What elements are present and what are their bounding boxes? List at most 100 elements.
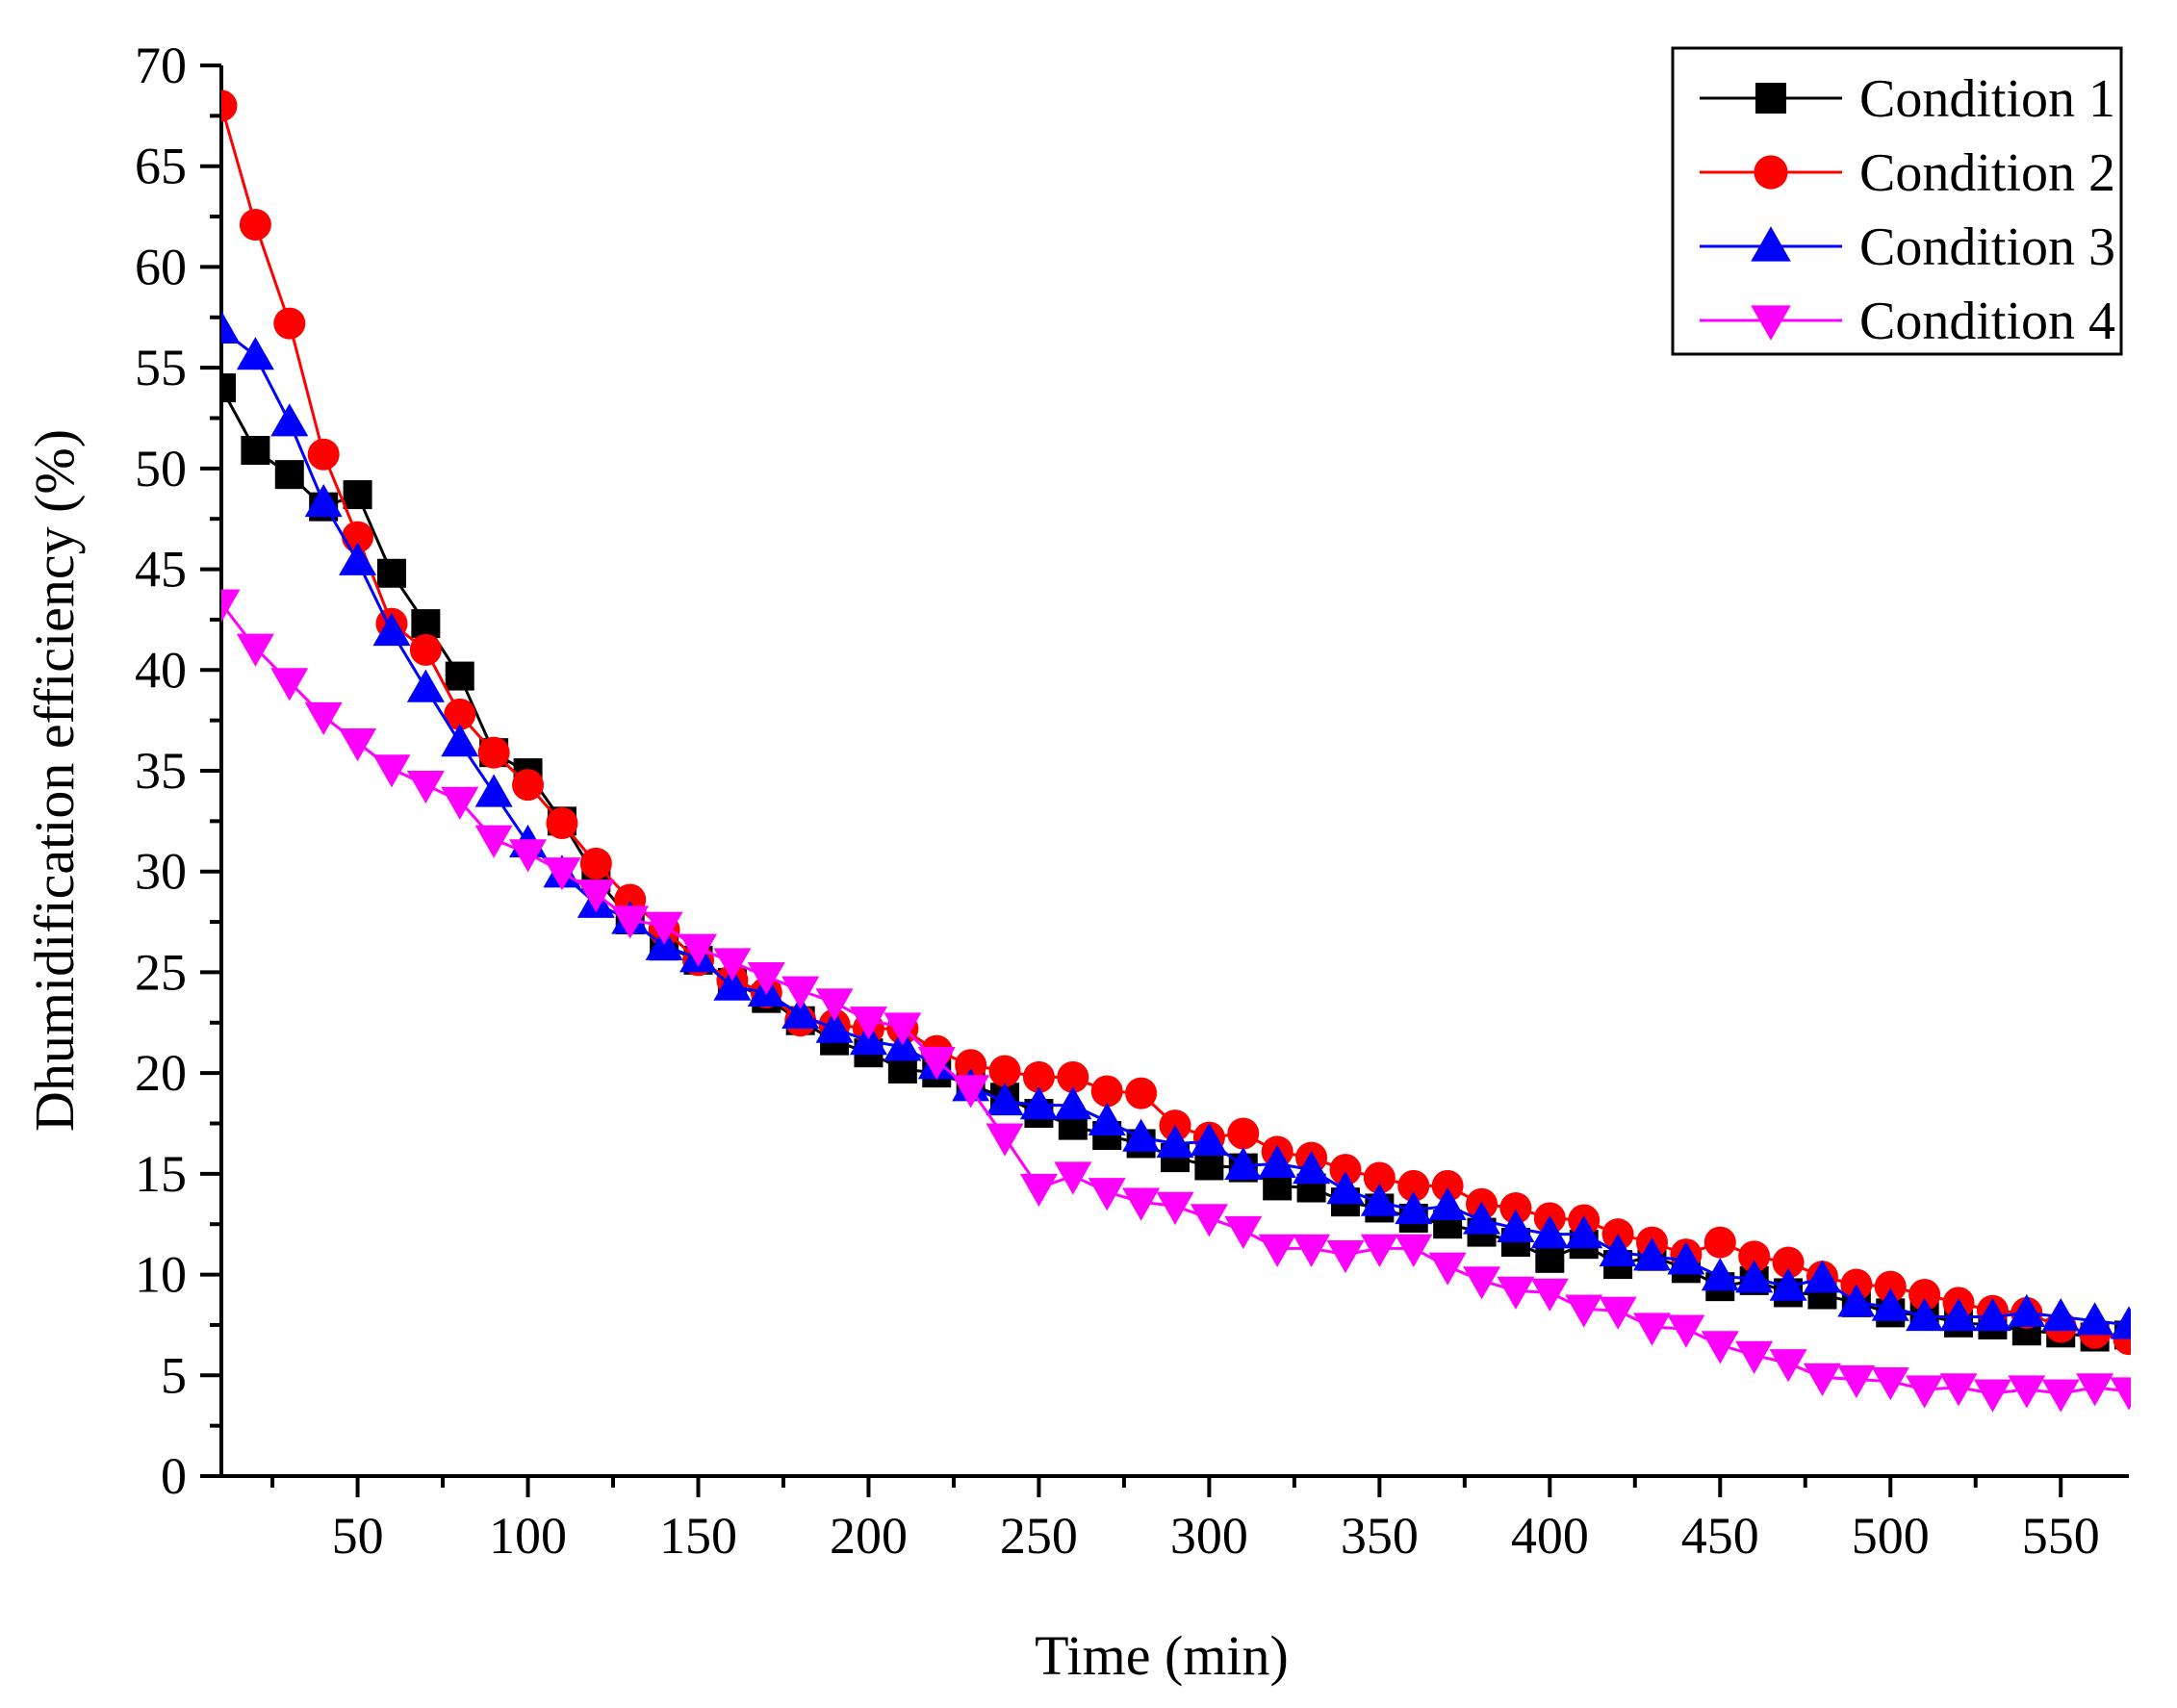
y-axis-title: Dhumidification efficiency (%) <box>23 429 86 1132</box>
axes <box>200 64 2129 1497</box>
data-point <box>579 847 612 879</box>
data-point <box>713 948 752 981</box>
data-point <box>236 337 274 370</box>
data-point <box>444 698 476 730</box>
data-point <box>270 668 309 701</box>
x-tick-label: 400 <box>1511 1507 1589 1565</box>
data-point <box>781 976 820 1009</box>
data-point <box>1871 1287 1909 1321</box>
y-tick-label: 20 <box>135 1044 187 1102</box>
x-tick-label: 500 <box>1852 1507 1930 1565</box>
data-point <box>1156 1191 1194 1225</box>
data-point <box>1497 1209 1535 1243</box>
data-point <box>645 911 683 945</box>
series-3 <box>221 310 2131 1339</box>
data-point <box>849 1007 887 1040</box>
data-point <box>1190 1122 1228 1156</box>
data-point <box>611 905 650 939</box>
y-tick-label: 50 <box>135 440 187 497</box>
data-point <box>543 857 581 891</box>
data-point <box>2041 1379 2080 1413</box>
data-point <box>2008 1293 2046 1327</box>
data-point <box>2110 1306 2131 1339</box>
data-point <box>304 701 343 735</box>
data-point <box>1224 1146 1263 1181</box>
data-point <box>576 879 615 913</box>
data-point <box>1088 1102 1126 1136</box>
data-point <box>372 754 411 788</box>
data-point <box>1874 1270 1907 1303</box>
data-point <box>955 1049 987 1082</box>
data-point <box>304 483 343 518</box>
legend-label: Condition 4 <box>1859 292 2115 351</box>
data-point <box>445 661 474 691</box>
y-tick-label: 65 <box>135 138 187 195</box>
x-axis-title: Time (min) <box>1035 1624 1289 1687</box>
data-point <box>781 995 820 1030</box>
data-point <box>273 307 306 340</box>
legend-item: Condition 4 <box>1700 292 2115 351</box>
legend-marker <box>1751 226 1791 262</box>
data-point <box>546 806 578 839</box>
data-point <box>221 589 241 623</box>
data-point <box>1530 1215 1569 1249</box>
y-tick-label: 5 <box>161 1346 187 1404</box>
data-point <box>1395 1191 1433 1225</box>
data-point <box>1599 1234 1637 1267</box>
tick-labels: 0 5 10 15 20 25 30 35 40 45 50 55 60 65 70 50 100 150 200 2… <box>135 37 2100 1565</box>
data-point <box>1667 1314 1705 1348</box>
data-point <box>1088 1178 1126 1211</box>
data-point <box>1530 1278 1569 1312</box>
data-point <box>236 633 274 667</box>
legend-item: Condition 1 <box>1700 69 2115 129</box>
data-point <box>1735 1340 1774 1374</box>
x-tick-label: 250 <box>1000 1507 1078 1565</box>
data-point <box>1125 1077 1158 1109</box>
data-point <box>409 633 442 666</box>
data-point <box>1906 1375 1944 1409</box>
data-point <box>441 786 479 820</box>
data-point <box>1293 1151 1331 1185</box>
data-point <box>406 669 445 702</box>
data-point <box>1703 1226 1736 1259</box>
x-tick-label: 550 <box>2022 1507 2100 1565</box>
data-point <box>747 961 785 996</box>
data-point <box>1156 1124 1194 1159</box>
data-point <box>1194 1151 1224 1181</box>
data-point <box>509 839 548 873</box>
data-point <box>815 988 854 1022</box>
data-point <box>1258 1234 1296 1267</box>
x-tick-label: 450 <box>1681 1507 1759 1565</box>
y-tick-label: 10 <box>135 1246 187 1304</box>
data-point <box>1326 1240 1365 1274</box>
data-point <box>713 967 752 1001</box>
y-tick-label: 15 <box>135 1145 187 1203</box>
series-4 <box>221 589 2131 1413</box>
data-point <box>1769 1349 1807 1383</box>
series-line <box>221 602 2130 1395</box>
data-point <box>1190 1204 1228 1237</box>
data-point <box>1428 1186 1467 1220</box>
plot-series <box>221 89 2131 1413</box>
data-point <box>1360 1183 1398 1216</box>
data-point <box>1803 1363 1841 1396</box>
data-point <box>512 769 545 802</box>
data-point <box>1329 1154 1362 1186</box>
data-point <box>339 728 377 762</box>
data-point <box>986 1082 1024 1116</box>
data-point <box>1019 1086 1058 1120</box>
y-tick-label: 25 <box>135 943 187 1001</box>
y-tick-label: 0 <box>161 1447 187 1505</box>
legend-marker <box>1751 305 1791 341</box>
x-tick-label: 150 <box>659 1507 737 1565</box>
data-point <box>1735 1260 1774 1293</box>
y-tick-label: 70 <box>135 37 187 94</box>
data-point <box>1939 1298 1978 1332</box>
data-point <box>2041 1298 2080 1332</box>
data-point <box>1022 1060 1055 1093</box>
data-point <box>241 436 270 466</box>
data-point <box>1054 1086 1092 1120</box>
x-tick-label: 300 <box>1170 1507 1248 1565</box>
data-point <box>1939 1373 1978 1407</box>
